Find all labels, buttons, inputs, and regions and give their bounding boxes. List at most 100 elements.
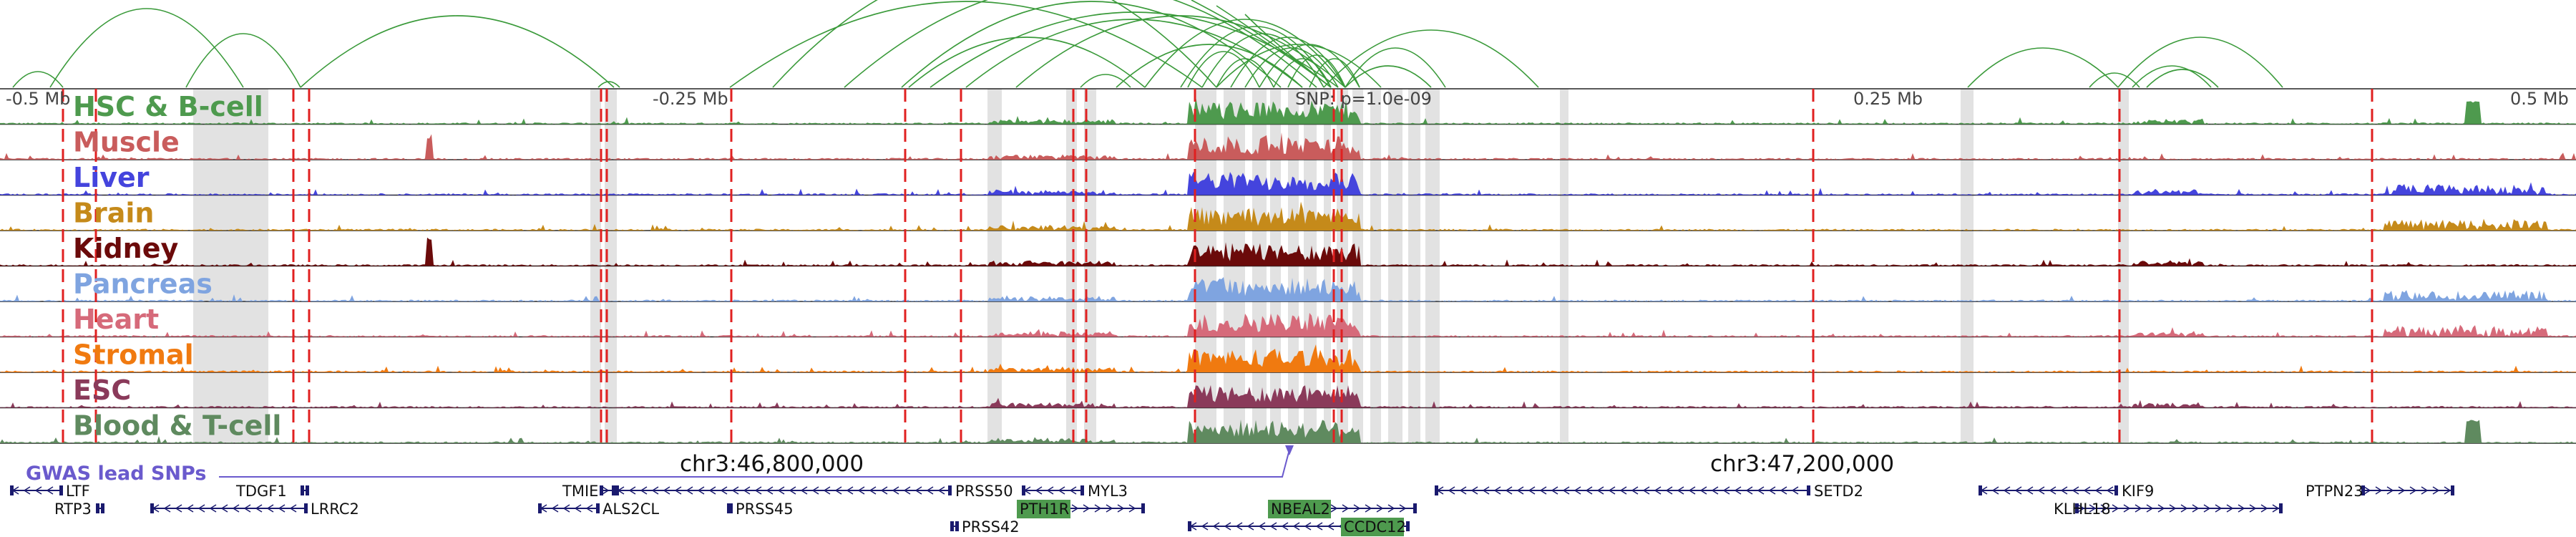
- gene-exon: [955, 521, 959, 531]
- gene-strand-mark: [1035, 486, 1043, 495]
- gene-strand-mark: [1791, 486, 1799, 495]
- ruler-label-minus-quarter: -0.25 Mb: [653, 89, 728, 109]
- track-label: Heart: [73, 304, 159, 335]
- gene-strand-mark: [2421, 486, 2429, 495]
- gene-strand-mark: [1585, 486, 1593, 495]
- track-label: Kidney: [73, 233, 178, 264]
- gene-strand-mark: [2049, 486, 2057, 495]
- loop-arc: [1080, 74, 1131, 88]
- gene-strand-mark: [2215, 504, 2223, 513]
- loop-arc: [2089, 72, 2140, 88]
- gene-strand-mark: [2386, 486, 2394, 495]
- gene-exon: [612, 485, 615, 495]
- gene-strand-mark: [754, 486, 762, 495]
- gene-strand-mark: [892, 486, 899, 495]
- gene-strand-mark: [2398, 486, 2406, 495]
- gene-exon: [2361, 485, 2365, 495]
- track-label: ESC: [73, 374, 131, 406]
- loop-arc: [2132, 65, 2212, 88]
- gene-strand-mark: [2077, 504, 2085, 513]
- loop-arc: [1345, 65, 1432, 88]
- gene-strand-mark: [1201, 522, 1209, 531]
- gene-strand-mark: [720, 486, 728, 495]
- gene-strand-mark: [1482, 486, 1490, 495]
- gene-strand-mark: [823, 486, 831, 495]
- gene-strand-mark: [880, 486, 888, 495]
- gene-exon: [1022, 485, 1025, 495]
- gene-strand-mark: [2169, 504, 2177, 513]
- gene-strand-mark: [777, 486, 785, 495]
- gene-strand-mark: [23, 486, 31, 495]
- track-label: Blood & T-cell: [73, 410, 281, 442]
- gene-strand-mark: [1224, 522, 1231, 531]
- gene-strand-mark: [789, 486, 796, 495]
- signal-track: [0, 277, 2576, 301]
- track-labels: HSC & B-cell Muscle Liver Brain Kidney Pancre…: [73, 91, 281, 442]
- gene-strand-mark: [1376, 504, 1384, 513]
- gene-strand-mark: [1991, 486, 1999, 495]
- gene-strand-mark: [1387, 504, 1395, 513]
- gene-strand-mark: [2112, 504, 2119, 513]
- gene-strand-mark: [1699, 486, 1707, 495]
- gene-strand-mark: [175, 504, 182, 513]
- gene-strand-mark: [1083, 504, 1091, 513]
- gene-strand-mark: [903, 486, 911, 495]
- gene-strand-mark: [1342, 504, 1350, 513]
- gene-strand-mark: [1058, 486, 1065, 495]
- gene-strand-mark: [2014, 486, 2022, 495]
- gene-strand-mark: [1315, 522, 1323, 531]
- gene-exon: [150, 503, 154, 513]
- gene-strand-mark: [1128, 504, 1136, 513]
- gwas-label: GWAS lead SNPs: [26, 463, 206, 485]
- loop-arc: [597, 81, 620, 88]
- gene-strand-mark: [926, 486, 934, 495]
- gene-strand-mark: [2083, 486, 2091, 495]
- gene-strand-mark: [602, 486, 610, 495]
- gene-strand-mark: [1353, 504, 1361, 513]
- gene-label: RTP3: [54, 500, 92, 518]
- gene-strand-mark: [220, 504, 228, 513]
- gene-strand-mark: [914, 486, 922, 495]
- track-label: Stromal: [73, 339, 194, 371]
- loop-arc: [1187, 51, 1260, 88]
- loop-arc: [1244, 47, 1339, 88]
- gene-exon: [301, 485, 304, 495]
- gene-strand-mark: [1608, 486, 1616, 495]
- gene-exon: [948, 485, 952, 495]
- gene-strand-mark: [1757, 486, 1765, 495]
- loop-arc: [1287, 54, 1346, 88]
- signal-track: [0, 384, 2576, 408]
- gene-strand-mark: [2375, 486, 2383, 495]
- gene-strand-mark: [278, 504, 286, 513]
- gene-strand-mark: [2100, 504, 2108, 513]
- gene-strand-mark: [651, 486, 659, 495]
- loop-arc: [1116, 44, 1303, 88]
- gene-exon: [1141, 503, 1145, 513]
- gene-strand-mark: [243, 504, 251, 513]
- gene-label: PRSS42: [962, 518, 1020, 536]
- gene-exon: [2075, 503, 2079, 513]
- gene-strand-mark: [1654, 486, 1662, 495]
- ruler-label-snp: SNP: p=1.0e-09: [1295, 89, 1432, 109]
- loop-arc: [1309, 58, 1360, 88]
- gene-strand-mark: [834, 486, 842, 495]
- gene-strand-mark: [2037, 486, 2045, 495]
- track-label: HSC & B-cell: [73, 91, 263, 122]
- gene-exon: [1413, 503, 1417, 513]
- signal-track: [0, 344, 2576, 372]
- signal-track: [0, 237, 2576, 266]
- track-label: Brain: [73, 198, 154, 229]
- gene-strand-mark: [1117, 504, 1125, 513]
- signal-track: [0, 313, 2576, 337]
- loop-arc: [1273, 58, 1332, 88]
- gene-strand-mark: [640, 486, 648, 495]
- gene-strand-mark: [1246, 522, 1254, 531]
- gene-strand-mark: [186, 504, 194, 513]
- gene-strand-mark: [1094, 504, 1102, 513]
- loop-arcs: [12, 0, 2283, 88]
- gene-exon: [1979, 485, 1982, 495]
- ruler-label-minus-half: -0.5 Mb: [6, 89, 70, 109]
- gene-strand-mark: [1069, 486, 1077, 495]
- track-label: Liver: [73, 162, 150, 193]
- gene-label: LTF: [66, 483, 90, 500]
